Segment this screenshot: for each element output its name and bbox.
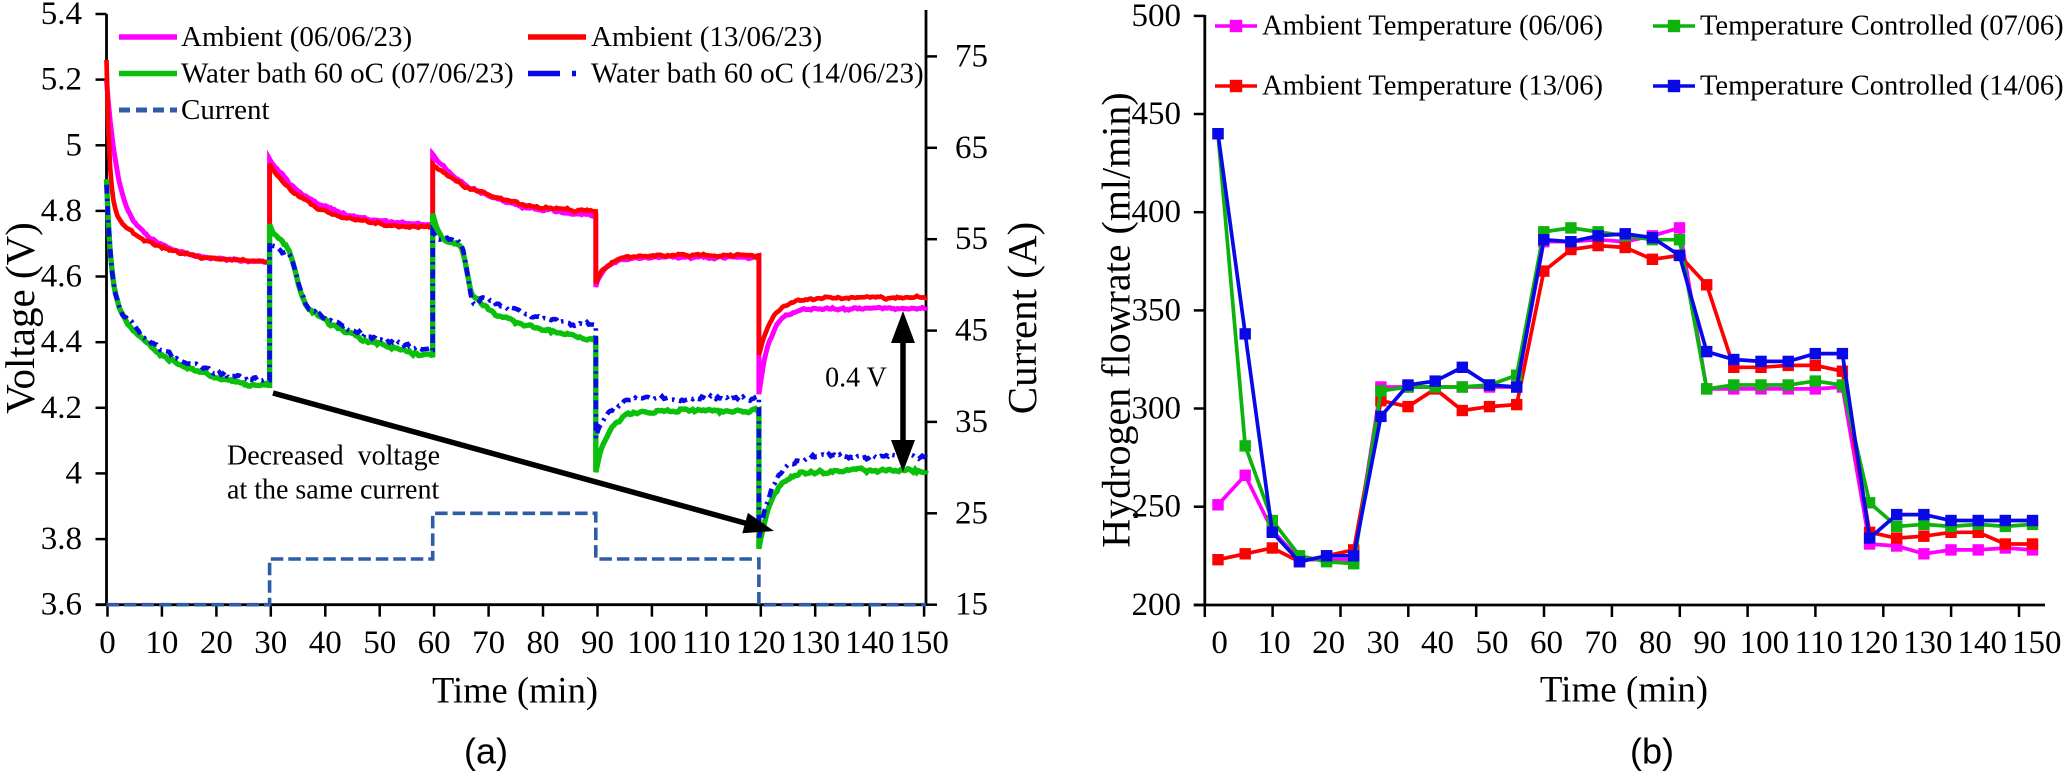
svg-text:15: 15 — [955, 587, 988, 623]
svg-text:Current (A): Current (A) — [999, 222, 1045, 414]
svg-text:50: 50 — [1476, 625, 1509, 661]
svg-text:50: 50 — [363, 625, 396, 661]
svg-text:5: 5 — [66, 127, 83, 163]
svg-text:20: 20 — [200, 625, 233, 661]
svg-text:Current: Current — [181, 94, 270, 126]
svg-text:110: 110 — [682, 625, 730, 661]
svg-text:(b): (b) — [1630, 731, 1674, 772]
svg-text:5.4: 5.4 — [41, 0, 82, 32]
svg-text:5.2: 5.2 — [41, 62, 82, 98]
svg-text:3.6: 3.6 — [41, 587, 82, 623]
svg-text:Hydrogen flowrate (ml/min): Hydrogen flowrate (ml/min) — [1094, 92, 1139, 547]
svg-text:25: 25 — [955, 495, 988, 531]
svg-text:60: 60 — [1530, 625, 1563, 661]
svg-text:4.2: 4.2 — [41, 390, 82, 426]
svg-text:110: 110 — [1795, 625, 1843, 661]
svg-text:Ambient Temperature (06/06): Ambient Temperature (06/06) — [1262, 11, 1603, 42]
svg-text:40: 40 — [309, 625, 342, 661]
svg-text:45: 45 — [955, 313, 988, 349]
svg-text:350: 350 — [1132, 292, 1182, 328]
svg-text:60: 60 — [418, 625, 451, 661]
svg-text:150: 150 — [899, 625, 949, 661]
svg-text:100: 100 — [1740, 625, 1790, 661]
svg-text:4.4: 4.4 — [41, 324, 82, 360]
svg-text:75: 75 — [955, 38, 988, 74]
svg-text:Water bath 60 oC (14/06/23): Water bath 60 oC (14/06/23) — [591, 58, 924, 90]
svg-text:0.4 V: 0.4 V — [825, 363, 887, 394]
svg-text:10: 10 — [1258, 625, 1291, 661]
svg-text:100: 100 — [627, 625, 677, 661]
svg-text:20: 20 — [1312, 625, 1345, 661]
svg-text:30: 30 — [254, 625, 287, 661]
svg-text:4.8: 4.8 — [41, 193, 82, 229]
svg-text:120: 120 — [736, 625, 786, 661]
svg-text:35: 35 — [955, 404, 988, 440]
svg-text:Water bath 60 oC (07/06/23): Water bath 60 oC (07/06/23) — [181, 58, 514, 90]
svg-text:10: 10 — [145, 625, 178, 661]
svg-text:140: 140 — [845, 625, 895, 661]
svg-text:Time (min): Time (min) — [432, 670, 598, 711]
svg-text:55: 55 — [955, 221, 988, 257]
svg-text:Ambient (06/06/23): Ambient (06/06/23) — [181, 21, 412, 53]
svg-text:200: 200 — [1132, 587, 1182, 623]
svg-text:Time (min): Time (min) — [1540, 670, 1708, 711]
svg-text:0: 0 — [1211, 625, 1228, 661]
svg-text:0: 0 — [99, 625, 116, 661]
svg-text:90: 90 — [1693, 625, 1726, 661]
svg-text:140: 140 — [1958, 625, 2008, 661]
svg-text:130: 130 — [1903, 625, 1953, 661]
svg-text:400: 400 — [1132, 194, 1182, 230]
svg-text:120: 120 — [1849, 625, 1899, 661]
svg-text:80: 80 — [527, 625, 560, 661]
svg-text:300: 300 — [1132, 391, 1182, 427]
svg-text:Temperature Controlled (14/06): Temperature Controlled (14/06) — [1700, 71, 2064, 102]
svg-text:65: 65 — [955, 130, 988, 166]
svg-text:3.8: 3.8 — [41, 521, 82, 557]
svg-text:Temperature Controlled (07/06): Temperature Controlled (07/06) — [1700, 11, 2064, 42]
svg-text:4.6: 4.6 — [41, 259, 82, 295]
svg-text:250: 250 — [1132, 489, 1182, 525]
svg-text:500: 500 — [1132, 0, 1182, 34]
svg-text:Ambient (13/06/23): Ambient (13/06/23) — [591, 21, 822, 53]
svg-text:Decreased voltage: Decreased voltage — [227, 441, 440, 472]
svg-text:70: 70 — [472, 625, 505, 661]
svg-text:130: 130 — [790, 625, 840, 661]
svg-text:70: 70 — [1585, 625, 1618, 661]
svg-text:30: 30 — [1367, 625, 1400, 661]
svg-text:90: 90 — [581, 625, 614, 661]
svg-text:Voltage (V): Voltage (V) — [0, 222, 43, 414]
svg-text:at the same current: at the same current — [227, 475, 439, 506]
svg-text:150: 150 — [2012, 625, 2062, 661]
svg-text:4: 4 — [66, 455, 83, 491]
svg-text:450: 450 — [1132, 96, 1182, 132]
svg-text:(a): (a) — [464, 731, 508, 772]
svg-text:40: 40 — [1421, 625, 1454, 661]
svg-text:80: 80 — [1639, 625, 1672, 661]
svg-text:Ambient Temperature (13/06): Ambient Temperature (13/06) — [1262, 71, 1603, 102]
